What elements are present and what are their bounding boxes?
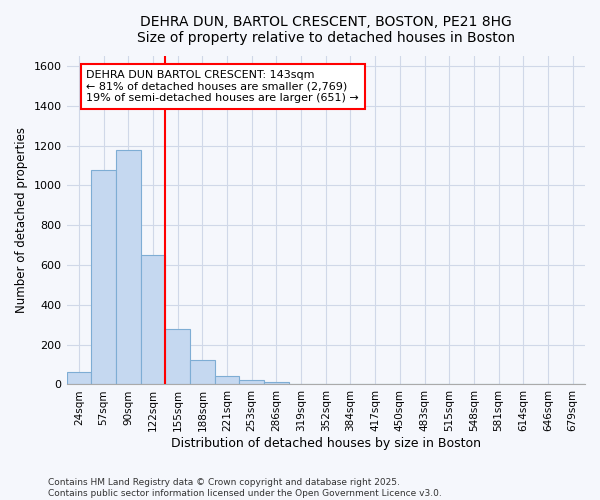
Bar xyxy=(165,328,190,384)
Text: DEHRA DUN BARTOL CRESCENT: 143sqm
← 81% of detached houses are smaller (2,769)
1: DEHRA DUN BARTOL CRESCENT: 143sqm ← 81% … xyxy=(86,70,359,103)
Title: DEHRA DUN, BARTOL CRESCENT, BOSTON, PE21 8HG
Size of property relative to detach: DEHRA DUN, BARTOL CRESCENT, BOSTON, PE21… xyxy=(137,15,515,45)
Bar xyxy=(67,372,91,384)
Y-axis label: Number of detached properties: Number of detached properties xyxy=(15,128,28,314)
X-axis label: Distribution of detached houses by size in Boston: Distribution of detached houses by size … xyxy=(171,437,481,450)
Bar xyxy=(215,376,239,384)
Bar xyxy=(264,382,289,384)
Bar xyxy=(190,360,215,384)
Text: Contains HM Land Registry data © Crown copyright and database right 2025.
Contai: Contains HM Land Registry data © Crown c… xyxy=(48,478,442,498)
Bar xyxy=(239,380,264,384)
Bar xyxy=(140,255,165,384)
Bar xyxy=(116,150,140,384)
Bar xyxy=(91,170,116,384)
